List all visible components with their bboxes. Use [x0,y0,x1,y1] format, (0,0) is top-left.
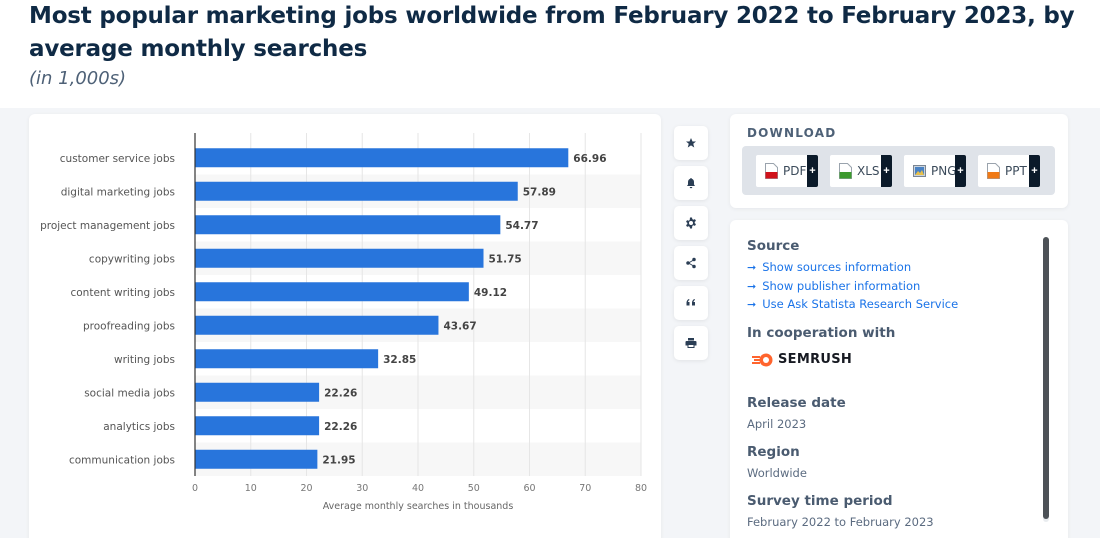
star-icon [686,138,696,148]
value-label: 22.26 [324,421,357,433]
x-tick-label: 50 [468,483,480,494]
x-tick-label: 10 [245,483,257,494]
category-label: writing jobs [114,354,175,366]
x-tick-label: 70 [579,483,591,494]
ask-statista-label: Use Ask Statista Research Service [762,297,959,311]
region-heading: Region [747,444,800,460]
value-label: 49.12 [474,287,507,299]
category-label: communication jobs [69,454,175,466]
value-label: 57.89 [523,186,556,198]
download-png-label: PNG [931,164,957,178]
plus-icon[interactable]: + [955,155,966,187]
release-date-value: April 2023 [747,417,807,431]
category-label: proofreading jobs [83,320,175,332]
xls-file-icon [839,163,852,179]
chart-tools [674,126,708,366]
release-date-heading: Release date [747,395,846,411]
bar [195,248,484,268]
bar [195,148,569,168]
show-sources-label: Show sources information [762,260,912,274]
download-heading: DOWNLOAD [747,126,837,140]
semrush-wordmark: SEMRUSH [778,352,853,367]
bar [195,416,320,436]
download-png-button[interactable]: PNG + [904,155,966,187]
bar [195,449,318,469]
arrow-right-icon: ➞ [747,260,757,274]
semrush-logo: SEMRUSH [752,352,852,367]
category-label: analytics jobs [103,421,175,433]
bar [195,215,501,235]
value-label: 54.77 [505,220,538,232]
share-icon [686,257,696,269]
download-pdf-button[interactable]: PDF + [756,155,818,187]
ppt-file-icon [987,163,1000,179]
chart-card: customer service jobs 66.96 digital market… [29,114,661,538]
bar [195,315,439,335]
survey-period-value: February 2022 to February 2023 [747,515,934,529]
bell-icon [687,178,695,189]
source-heading: Source [747,238,800,254]
show-publisher-label: Show publisher information [762,279,921,293]
category-label: digital marketing jobs [61,186,175,198]
category-label: copywriting jobs [89,253,175,265]
bar [195,282,469,302]
value-label: 51.75 [489,253,522,265]
download-panel: DOWNLOAD PDF + XLS + PNG + PPT + [730,114,1068,208]
quote-icon [686,299,695,306]
info-scrollbar-thumb[interactable] [1043,237,1049,519]
print-icon [685,338,697,348]
x-tick-label: 20 [300,483,312,494]
png-image-icon [913,165,926,177]
download-xls-label: XLS [857,164,880,178]
region-value: Worldwide [747,466,807,480]
header-background [0,0,1100,108]
cooperation-heading: In cooperation with [747,325,896,341]
x-tick-label: 60 [523,483,535,494]
arrow-right-icon: ➞ [747,297,757,311]
bar-chart: customer service jobs 66.96 digital market… [40,133,647,512]
bar [195,349,379,369]
semrush-flame-icon [752,353,773,366]
bar [195,181,518,201]
survey-period-heading: Survey time period [747,493,893,509]
download-pdf-label: PDF [783,164,807,178]
favorite-button[interactable] [674,126,708,160]
arrow-right-icon: ➞ [747,279,757,293]
category-label: customer service jobs [60,153,175,165]
notification-button[interactable] [674,166,708,200]
show-sources-link[interactable]: ➞ Show sources information [747,260,911,274]
category-label: content writing jobs [70,287,175,299]
download-options: PDF + XLS + PNG + PPT + [742,146,1055,195]
print-button[interactable] [674,326,708,360]
info-panel [730,220,1068,538]
value-label: 32.85 [383,354,416,366]
download-ppt-button[interactable]: PPT + [978,155,1040,187]
x-axis-title: Average monthly searches in thousands [323,501,514,512]
x-tick-label: 30 [356,483,368,494]
value-label: 21.95 [322,454,355,466]
category-label: social media jobs [84,387,175,399]
x-tick-label: 0 [192,483,198,494]
pdf-file-icon [765,163,778,179]
show-publisher-link[interactable]: ➞ Show publisher information [747,279,920,293]
value-label: 22.26 [324,387,357,399]
x-tick-label: 80 [635,483,647,494]
ask-statista-link[interactable]: ➞ Use Ask Statista Research Service [747,297,958,311]
page-subtitle: (in 1,000s) [29,68,127,89]
x-tick-label: 40 [412,483,424,494]
value-label: 43.67 [443,320,476,332]
share-button[interactable] [674,246,708,280]
bar [195,382,320,402]
plus-icon[interactable]: + [807,155,818,187]
cite-button[interactable] [674,286,708,320]
gear-icon [686,217,696,229]
settings-button[interactable] [674,206,708,240]
download-xls-button[interactable]: XLS + [830,155,892,187]
plus-icon[interactable]: + [1029,155,1040,187]
category-label: project management jobs [40,220,175,232]
page-title: Most popular marketing jobs worldwide fr… [29,3,1075,62]
plus-icon[interactable]: + [881,155,892,187]
value-label: 66.96 [573,153,606,165]
download-ppt-label: PPT [1005,164,1027,178]
